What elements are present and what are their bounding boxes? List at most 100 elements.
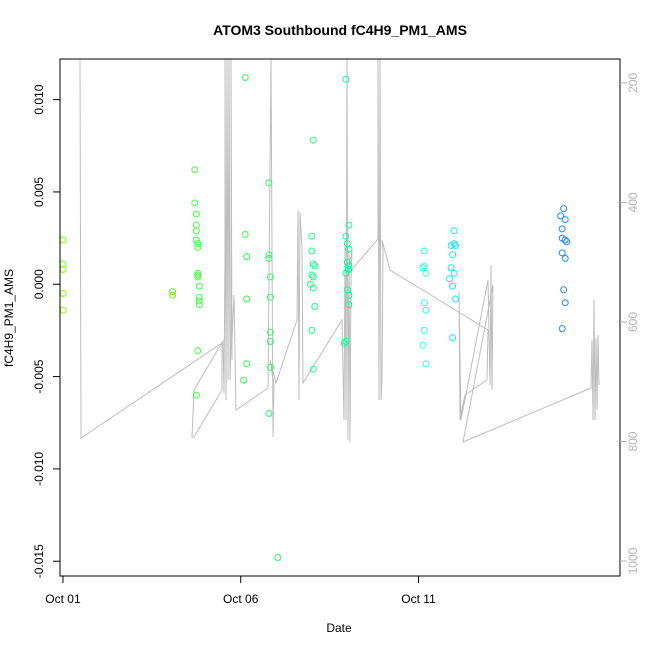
data-point: [194, 243, 202, 251]
data-point: [266, 363, 274, 371]
data-point: [241, 74, 249, 81]
y-tick-label: 0.005: [32, 177, 46, 207]
data-point: [195, 301, 203, 309]
data-point: [194, 240, 202, 248]
data-point: [266, 273, 274, 281]
data-point: [192, 236, 200, 244]
data-point: [450, 269, 458, 277]
data-point: [243, 360, 251, 368]
scatter-points: [59, 74, 571, 561]
right-altitude-axis: 200 400 600 800 1000: [620, 73, 640, 574]
altitude-trace: [79, 58, 600, 443]
altitude-trace-line: [79, 58, 600, 443]
data-point: [169, 291, 177, 299]
data-point: [265, 251, 273, 259]
data-point: [449, 334, 457, 342]
data-point: [422, 360, 430, 368]
data-point: [563, 238, 571, 246]
data-point: [422, 306, 430, 314]
data-point: [561, 236, 569, 244]
data-point: [311, 262, 319, 270]
data-point: [195, 293, 203, 301]
data-point: [265, 254, 273, 262]
data-point: [308, 247, 316, 255]
right-tick-label: 1000: [626, 547, 640, 574]
data-point: [191, 199, 199, 207]
data-point: [59, 290, 67, 297]
data-point: [420, 326, 428, 334]
data-point: [560, 286, 568, 294]
data-point: [274, 554, 282, 561]
data-point: [194, 273, 202, 281]
data-point: [558, 249, 566, 257]
data-point: [195, 282, 203, 290]
data-point: [308, 232, 316, 240]
data-point: [265, 179, 273, 187]
data-point: [243, 253, 251, 261]
data-point: [266, 338, 274, 345]
data-point: [194, 271, 202, 279]
data-point: [558, 325, 566, 333]
right-tick-label: 400: [626, 192, 640, 212]
data-point: [419, 264, 427, 272]
data-point: [191, 166, 199, 174]
data-point: [342, 232, 350, 240]
data-point: [557, 212, 565, 220]
y-axis: -0.015 -0.010 -0.005 0.000 0.005 0.010: [32, 84, 60, 578]
data-point: [308, 271, 316, 279]
data-point: [422, 269, 430, 277]
data-point: [447, 264, 455, 272]
data-point: [420, 299, 428, 307]
data-point: [266, 328, 274, 336]
data-point: [452, 295, 460, 303]
data-point: [345, 301, 353, 309]
data-point: [345, 262, 353, 270]
data-point: [343, 258, 351, 266]
data-point: [195, 297, 203, 305]
data-point: [561, 216, 569, 224]
data-point: [345, 291, 353, 299]
data-point: [309, 260, 317, 268]
data-point: [240, 376, 248, 384]
x-tick-label: Oct 11: [401, 592, 436, 606]
x-axis: Oct 01 Oct 06 Oct 11: [45, 575, 436, 606]
y-tick-label: 0.010: [32, 84, 46, 114]
data-point: [560, 205, 568, 213]
data-point: [266, 293, 274, 301]
data-point: [558, 225, 566, 233]
data-point: [420, 262, 428, 270]
data-point: [420, 247, 428, 255]
data-point: [194, 347, 202, 355]
data-point: [449, 282, 457, 290]
right-tick-label: 200: [626, 73, 640, 93]
data-point: [561, 299, 569, 307]
data-point: [309, 136, 317, 144]
data-point: [452, 242, 460, 249]
data-point: [450, 240, 458, 248]
data-point: [419, 341, 427, 349]
x-tick-label: Oct 06: [223, 592, 259, 606]
data-point: [192, 210, 200, 218]
data-point: [59, 236, 67, 244]
x-axis-label: Date: [326, 621, 352, 635]
x-tick-label: Oct 01: [45, 592, 81, 606]
data-point: [340, 339, 348, 347]
data-point: [345, 245, 353, 253]
data-point: [243, 295, 251, 303]
plot-frame: [59, 58, 621, 577]
data-point: [342, 75, 350, 83]
data-point: [192, 391, 200, 399]
data-point: [446, 275, 454, 283]
data-point: [342, 338, 350, 345]
data-point: [345, 221, 353, 229]
data-point: [192, 227, 200, 235]
data-point: [309, 365, 317, 373]
y-tick-label: -0.010: [32, 452, 46, 486]
data-point: [311, 302, 319, 310]
data-point: [308, 326, 316, 334]
y-axis-label: fC4H9_PM1_AMS: [2, 269, 16, 367]
data-point: [449, 251, 457, 259]
right-tick-label: 800: [626, 431, 640, 451]
